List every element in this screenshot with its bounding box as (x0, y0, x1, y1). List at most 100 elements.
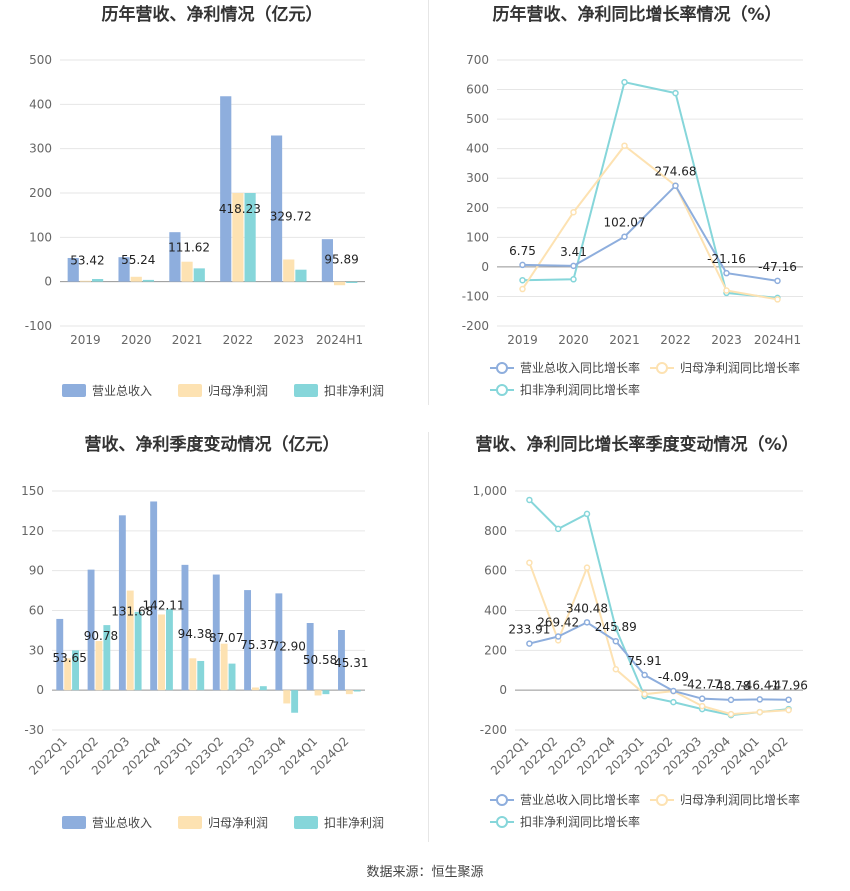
bar-归母净利润 (79, 280, 92, 282)
bar-营业总收入 (87, 569, 95, 691)
y-tick-label: 600 (484, 564, 507, 578)
panel-divider-bottom (428, 432, 429, 842)
data-label: 245.89 (595, 620, 637, 634)
data-label: -47.96 (769, 679, 808, 693)
point-扣非净利润同比增长率 (526, 496, 533, 504)
chart-title: 历年营收、净利同比增长率情况（%） (492, 4, 781, 25)
bar-扣非净利润 (134, 611, 142, 691)
legend-item: 营业总收入 (92, 384, 152, 398)
point-营业总收入同比增长率 (621, 233, 628, 240)
legend-swatch (178, 384, 202, 397)
y-tick-label: 0 (481, 260, 489, 274)
y-tick-label: 1,000 (473, 484, 507, 498)
bar-营业总收入 (212, 574, 220, 691)
legend-item: 归母净利润同比增长率 (680, 792, 800, 807)
bar-扣非净利润 (291, 690, 299, 713)
x-tick-label: 2020 (121, 333, 152, 347)
quarterly-revenue-profit-chart: 营收、净利季度变动情况（亿元）-3003060901201502022Q1202… (21, 434, 384, 830)
bar-营业总收入 (220, 96, 232, 282)
bar-归母净利润 (130, 276, 142, 282)
bar-归母净利润 (189, 658, 197, 691)
panel-divider-top (428, 0, 429, 405)
bar-扣非净利润 (346, 281, 358, 283)
point-归母净利润同比增长率 (526, 559, 533, 566)
data-source-note: 数据来源：恒生聚源 (366, 865, 484, 880)
data-label: 3.41 (560, 245, 587, 259)
y-tick-label: 100 (29, 230, 52, 244)
legend-marker (656, 794, 668, 806)
line-归母净利润同比增长率 (528, 562, 789, 716)
bar-扣非净利润 (165, 609, 173, 691)
point-扣非净利润同比增长率 (570, 276, 577, 283)
x-tick-label: 2022 (660, 333, 691, 347)
y-tick-label: -200 (480, 723, 507, 737)
bar-扣非净利润 (142, 279, 155, 282)
point-营业总收入同比增长率 (723, 269, 730, 277)
point-营业总收入同比增长率 (785, 696, 792, 703)
y-tick-label: 600 (466, 83, 489, 97)
y-tick-label: -100 (25, 319, 52, 333)
point-营业总收入同比增长率 (727, 696, 735, 704)
y-tick-label: 500 (29, 53, 52, 67)
data-label: 95.89 (324, 253, 358, 267)
bar-归母净利润 (345, 690, 353, 695)
bar-扣非净利润 (193, 268, 205, 282)
legend-item: 扣非净利润 (324, 384, 384, 398)
bar-扣非净利润 (353, 690, 361, 692)
bar-营业总收入 (181, 564, 189, 691)
annual-revenue-profit-chart: 历年营收、净利情况（亿元） -100 0 100 200 300 400 500 2019 202… (25, 4, 384, 398)
y-tick-label: 30 (29, 643, 44, 657)
legend-marker (496, 384, 508, 396)
bar-营业总收入 (169, 232, 181, 282)
bar-归母净利润 (95, 641, 103, 691)
bar-扣非净利润 (92, 279, 104, 282)
point-营业总收入同比增长率 (774, 277, 781, 285)
y-tick-label: 500 (466, 112, 489, 126)
point-归母净利润同比增长率 (727, 710, 735, 718)
point-归母净利润同比增长率 (723, 287, 730, 294)
data-label: 75.37 (240, 638, 274, 652)
bar-归母净利润 (252, 687, 259, 691)
data-label: -21.16 (707, 252, 746, 266)
bar-营业总收入 (118, 257, 130, 282)
legend-item: 营业总收入同比增长率 (520, 360, 640, 375)
y-tick-label: -200 (462, 319, 489, 333)
x-tick-label: 2021 (609, 333, 640, 347)
legend-item: 扣非净利润同比增长率 (520, 814, 640, 829)
data-label: -47.16 (758, 260, 797, 274)
y-tick-label: 200 (484, 643, 507, 657)
point-营业总收入同比增长率 (641, 671, 648, 679)
data-label: 87.07 (209, 631, 243, 645)
line-归母净利润同比增长率 (521, 144, 778, 301)
bar-扣非净利润 (295, 269, 307, 282)
data-label: 53.65 (52, 651, 86, 665)
data-label: 6.75 (509, 244, 536, 258)
point-营业总收入同比增长率 (698, 695, 706, 702)
quarterly-growth-rate-chart: 营收、净利同比增长率季度变动情况（%） -200 0 200 400 600 800 1,00… (473, 434, 808, 829)
point-归母净利润同比增长率 (583, 564, 591, 571)
y-tick-label: 300 (29, 142, 52, 156)
legend-swatch (178, 816, 202, 829)
data-label: -4.09 (658, 670, 689, 684)
legend-item: 营业总收入同比增长率 (520, 792, 640, 807)
data-label: 274.68 (655, 165, 697, 179)
point-扣非净利润同比增长率 (554, 525, 562, 533)
x-tick-label: 2020 (558, 333, 589, 347)
quarterly-growth-panel: 营收、净利同比增长率季度变动情况（%） -200 0 200 400 600 800 1,00… (425, 430, 850, 860)
data-label: 418.23 (219, 202, 261, 216)
quarterly-bar-panel: 营收、净利季度变动情况（亿元） -30 0 30 60 90 120 150 2022Q1 202… (0, 430, 425, 860)
chart-title: 历年营收、净利情况（亿元） (102, 4, 323, 25)
bar-扣非净利润 (259, 686, 267, 691)
data-label: -46.41 (740, 678, 779, 692)
annual-growth-panel: 历年营收、净利同比增长率情况（%） -200 -100 0 100 200 300 400 50… (425, 0, 850, 430)
legend-item: 扣非净利润同比增长率 (520, 382, 640, 397)
bar-归母净利润 (283, 259, 295, 282)
line-扣非净利润同比增长率 (522, 80, 778, 299)
bar-归母净利润 (126, 590, 134, 691)
bar-扣非净利润 (72, 650, 79, 691)
point-营业总收入同比增长率 (526, 640, 533, 647)
point-扣非净利润同比增长率 (612, 625, 620, 632)
bar-营业总收入 (270, 135, 283, 282)
x-tick-label: 2019 (70, 333, 101, 347)
y-tick-label: -30 (24, 723, 44, 737)
